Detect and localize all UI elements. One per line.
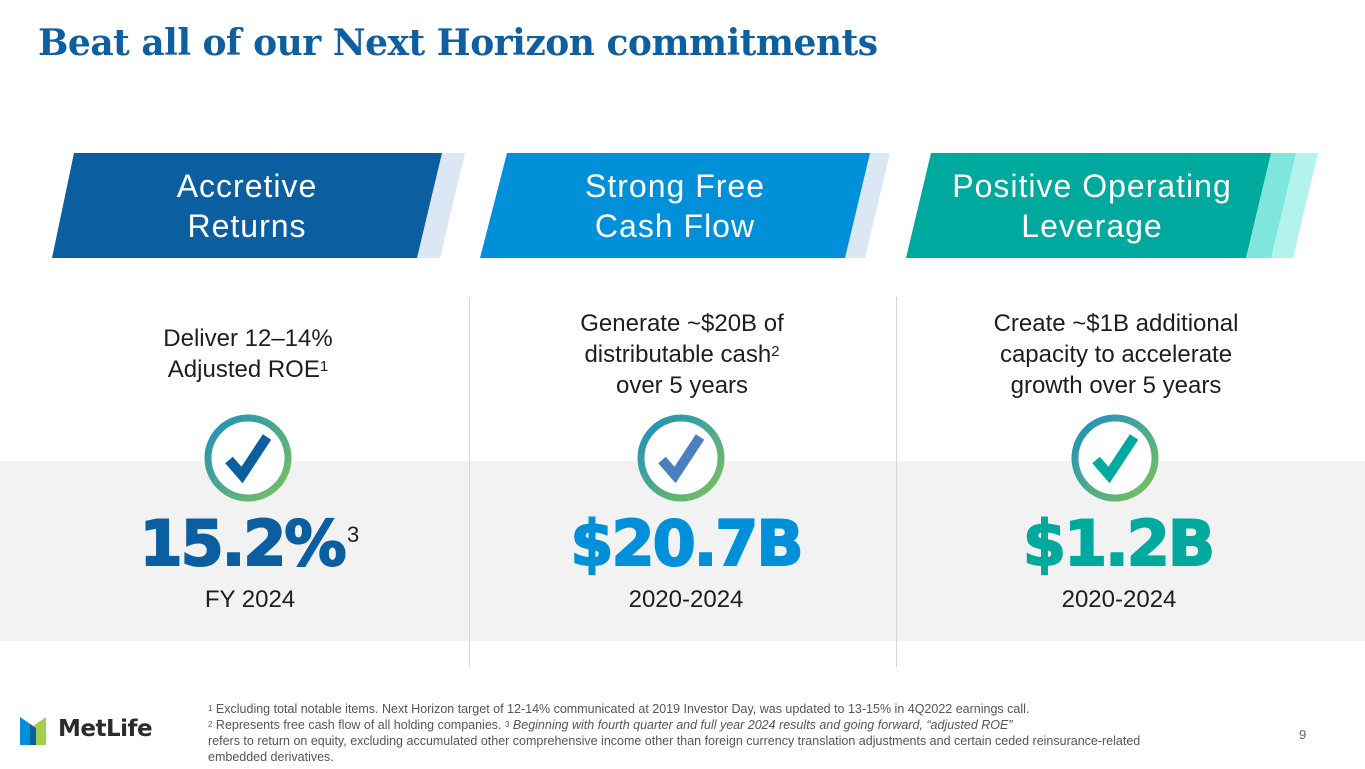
commitment-text: Generate ~$20B of distributable cash2 ov…: [580, 310, 784, 399]
result-value: $20.7B: [569, 506, 804, 581]
page-number: 9: [1299, 727, 1307, 742]
commitment-text: Create ~$1B additional capacity to accel…: [993, 310, 1239, 399]
column-divider: [896, 297, 897, 667]
check-circle-icon: [637, 414, 725, 502]
check-circle-icon: [204, 414, 292, 502]
footnotes: 1 Excluding total notable items. Next Ho…: [208, 702, 1141, 764]
banner-label: Accretive Returns: [176, 167, 318, 244]
check-circle-icon: [1071, 414, 1159, 502]
result-superscript: 3: [347, 522, 360, 547]
metlife-logo-icon: [20, 717, 46, 745]
result-period: FY 2024: [204, 586, 296, 613]
result-value: $1.2B: [1022, 506, 1216, 581]
page-title: Beat all of our Next Horizon commitments: [38, 22, 878, 64]
result-period: 2020-2024: [1061, 586, 1177, 613]
banner-label: Strong Free Cash Flow: [585, 167, 765, 244]
banner-label: Positive Operating Leverage: [952, 167, 1232, 244]
commitment-text: Deliver 12–14% Adjusted ROE1: [163, 325, 333, 383]
column-divider: [469, 297, 470, 667]
result-period: 2020-2024: [628, 586, 744, 613]
banner-strong-free-cash-flow: Strong Free Cash Flow: [480, 153, 892, 258]
banner-accretive-returns: Accretive Returns: [52, 153, 467, 258]
banner-positive-operating-leverage: Positive Operating Leverage: [906, 153, 1320, 258]
result-value: 15.2%: [138, 506, 347, 581]
metlife-logo-text: MetLife: [58, 716, 153, 742]
